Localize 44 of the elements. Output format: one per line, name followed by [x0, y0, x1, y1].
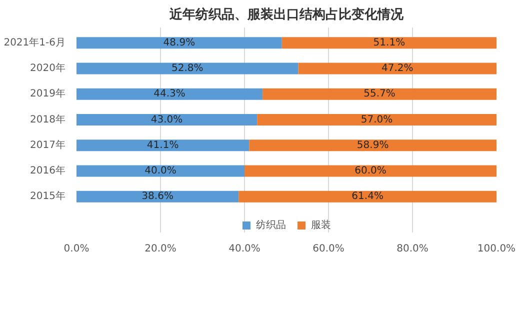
data-label: 60.0% — [354, 166, 386, 176]
data-label: 41.1% — [146, 140, 179, 151]
bar — [76, 88, 263, 100]
bar — [76, 37, 282, 49]
bar — [257, 114, 496, 126]
legend-label: 纺织品 — [256, 218, 286, 232]
bar — [76, 190, 239, 202]
bar — [298, 62, 496, 74]
y-tick-label: 2018年 — [30, 113, 66, 126]
data-label: 61.4% — [352, 191, 384, 202]
y-tick-label: 2017年 — [30, 138, 66, 151]
data-label: 51.1% — [373, 37, 406, 48]
x-tick-label: 0.0% — [64, 244, 90, 254]
bar — [282, 37, 496, 49]
y-tick-label: 2015年 — [30, 190, 66, 202]
x-tick-label: 20.0% — [144, 244, 176, 254]
bar — [76, 62, 298, 74]
data-label: 47.2% — [381, 63, 414, 74]
y-tick-label: 2020年 — [30, 62, 66, 74]
bar — [76, 140, 250, 152]
bar — [244, 165, 496, 177]
bar — [76, 114, 258, 126]
data-label: 40.0% — [144, 166, 176, 176]
x-tick-label: 80.0% — [396, 244, 428, 254]
bar — [238, 190, 496, 202]
data-label: 57.0% — [360, 114, 393, 126]
x-tick-label: 60.0% — [312, 244, 344, 254]
data-label: 52.8% — [171, 63, 204, 74]
y-tick-label: 2019年 — [30, 88, 66, 100]
bar — [76, 165, 244, 177]
y-tick-label: 2016年 — [30, 164, 66, 176]
x-tick-label: 40.0% — [228, 244, 260, 254]
bar — [249, 140, 496, 152]
data-label: 55.7% — [364, 88, 396, 100]
x-tick-label: 100.0% — [477, 244, 516, 254]
chart-title: 近年纺织品、服装出口结构占比变化情况 — [168, 6, 404, 22]
data-label: 43.0% — [150, 114, 183, 126]
data-label: 58.9% — [356, 140, 389, 151]
bar — [262, 88, 496, 100]
data-label: 44.3% — [154, 88, 186, 100]
data-label: 48.9% — [163, 37, 196, 48]
y-tick-label: 2021年1-6月 — [4, 36, 66, 48]
data-label: 38.6% — [142, 191, 174, 202]
legend-label: 服装 — [311, 218, 331, 232]
